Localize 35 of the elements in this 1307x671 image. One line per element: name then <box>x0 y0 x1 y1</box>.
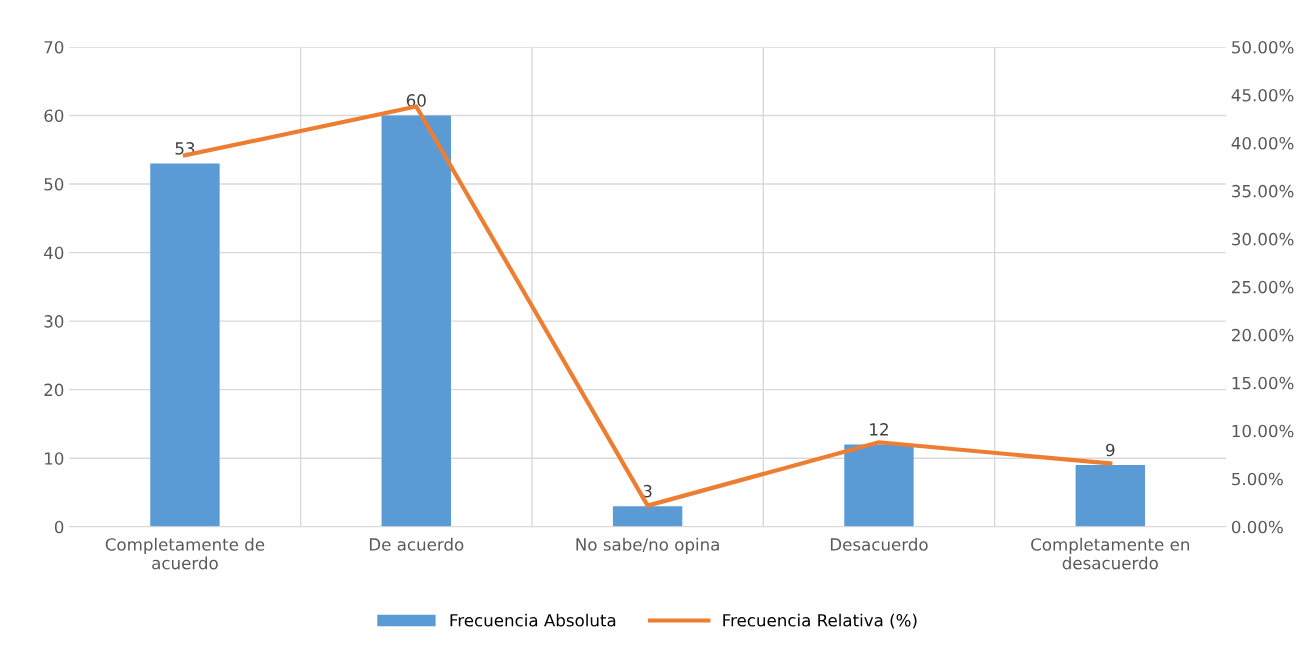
y2-tick-label: 35.00% <box>1232 184 1294 198</box>
y2-tick-label: 0.00% <box>1231 520 1283 534</box>
y-tick-label: 10 <box>45 452 64 465</box>
bar <box>612 506 683 527</box>
y2-tick-label: 40.00% <box>1231 136 1294 150</box>
data-label: 12 <box>870 423 888 436</box>
bar <box>150 163 220 527</box>
y2-tick-label: 10.00% <box>1232 424 1294 438</box>
x-tick-label: Completamente de acuerdo <box>105 537 265 570</box>
y2-tick-label: 45.00% <box>1231 88 1294 102</box>
y-tick-label: 50 <box>44 178 64 191</box>
y2-tick-label: 25.00% <box>1232 280 1294 294</box>
bar <box>381 115 451 527</box>
y-tick-label: 0 <box>54 520 64 534</box>
data-label: 60 <box>406 94 426 107</box>
x-tick-label: No sabe/no opina <box>576 537 719 554</box>
y-tick-label: 30 <box>44 315 64 328</box>
legend-label: Frecuencia Relativa (%) <box>723 613 917 629</box>
data-label: 3 <box>643 484 652 498</box>
y2-tick-label: 5.00% <box>1232 472 1283 486</box>
x-tick-label: Desacuerdo <box>830 537 928 551</box>
y-tick-label: 40 <box>44 246 64 260</box>
bar <box>844 444 914 527</box>
x-tick-label: Completamente en desacuerdo <box>1031 537 1189 570</box>
x-tick-label: De acuerdo <box>369 537 464 551</box>
y2-tick-label: 50.00% <box>1232 40 1294 54</box>
y2-tick-label: 15.00% <box>1232 376 1294 390</box>
y-tick-label: 60 <box>44 109 64 123</box>
data-label: 9 <box>1106 443 1115 457</box>
y2-tick-label: 30.00% <box>1232 232 1294 246</box>
y-tick-label: 20 <box>44 383 64 397</box>
y-tick-label: 70 <box>44 40 64 54</box>
legend-label: Frecuencia Absoluta <box>450 613 616 627</box>
bar <box>1075 465 1145 527</box>
y2-tick-label: 20.00% <box>1232 328 1294 342</box>
